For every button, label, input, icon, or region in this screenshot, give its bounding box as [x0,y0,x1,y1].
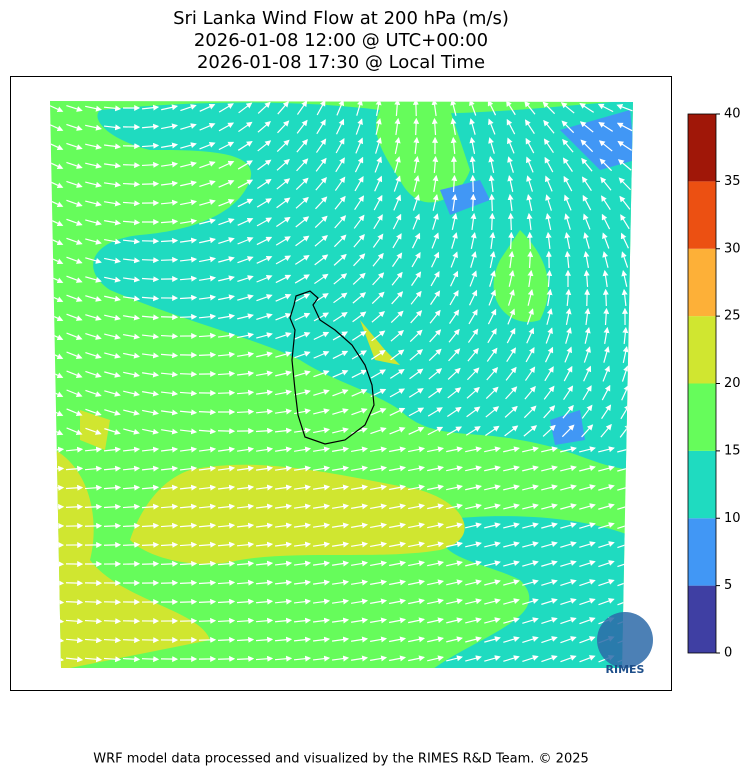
colorbar-tick-label: 30 [724,241,741,256]
title-line: Sri Lanka Wind Flow at 200 hPa (m/s) [173,8,509,29]
wind-arrow [492,195,493,211]
wind-arrow [180,583,196,584]
wind-arrow [142,260,158,261]
wind-arrow [123,526,139,527]
wind-arrow [142,659,158,660]
colorbar-segment [688,114,716,181]
wind-arrow [199,412,215,413]
wind-arrow [142,564,158,565]
wind-arrow [199,602,215,603]
wind-arrow [218,659,234,660]
wind-arrow [85,602,101,603]
wind-arrow [123,640,139,641]
wind-arrow [123,165,139,166]
wind-arrow [218,640,234,641]
wind-arrow [47,583,63,584]
colorbar-segment [688,181,716,248]
colorbar-tick-label: 10 [724,511,741,526]
wind-arrow [142,184,158,185]
wind-arrow [123,545,139,546]
wind-arrow [237,412,253,413]
wind-arrow [161,260,177,261]
wind-arrow [416,119,417,135]
wind-arrow [180,602,196,603]
wind-arrow [492,214,493,230]
colorbar-tick-label: 0 [724,646,732,661]
colorbar: 0 5 10 15 20 25 30 35 40 [688,107,741,661]
colorbar-tick-label: 25 [724,309,741,324]
colorbar-segment [688,316,716,383]
wind-arrow [66,602,82,603]
wind-arrow [199,621,215,622]
wind-arrow [180,317,196,318]
colorbar-segment [688,518,716,585]
wind-arrow [511,233,512,249]
wind-arrow [142,545,158,546]
colorbar-segment [688,586,716,653]
colorbar-tick-label: 35 [724,174,741,189]
logo: RIMES [597,612,653,676]
wind-arrow [218,393,234,394]
colorbar-segment [688,451,716,518]
wind-arrow [66,507,82,508]
wind-arrow [161,336,177,337]
title-line: 2026-01-08 17:30 @ Local Time [197,52,485,73]
colorbar-tick-label: 5 [724,578,732,593]
wind-arrow [85,507,101,508]
logo-text: RIMES [606,663,645,676]
colorbar-segment [688,384,716,451]
wind-arrow [180,374,196,375]
wind-arrow [473,195,474,211]
wind-arrow [66,583,82,584]
wind-arrow [47,658,63,660]
footer: WRF model data processed and visualized … [93,752,589,767]
colorbar-tick-label: 20 [724,376,741,391]
wind-arrow [606,290,607,306]
title-line: 2026-01-08 12:00 @ UTC+00:00 [194,30,488,51]
wind-arrow [85,526,101,527]
wind-field [40,95,640,680]
wind-arrow [511,214,512,230]
wind-arrow [47,488,63,489]
colorbar-segment [688,249,716,316]
wind-arrow [104,526,120,527]
wind-arrow [237,659,253,660]
wind-arrow [161,583,177,584]
wind-arrow [416,100,417,116]
colorbar-tick-label: 15 [724,443,741,458]
wind-arrow [104,621,120,622]
wind-arrow [199,355,215,356]
wind-arrow [530,233,531,249]
logo-emblem [597,612,653,668]
wind-arrow [47,507,63,508]
wind-arrow [161,564,177,565]
wind-arrow [218,621,234,622]
colorbar-tick-label: 40 [724,107,741,122]
